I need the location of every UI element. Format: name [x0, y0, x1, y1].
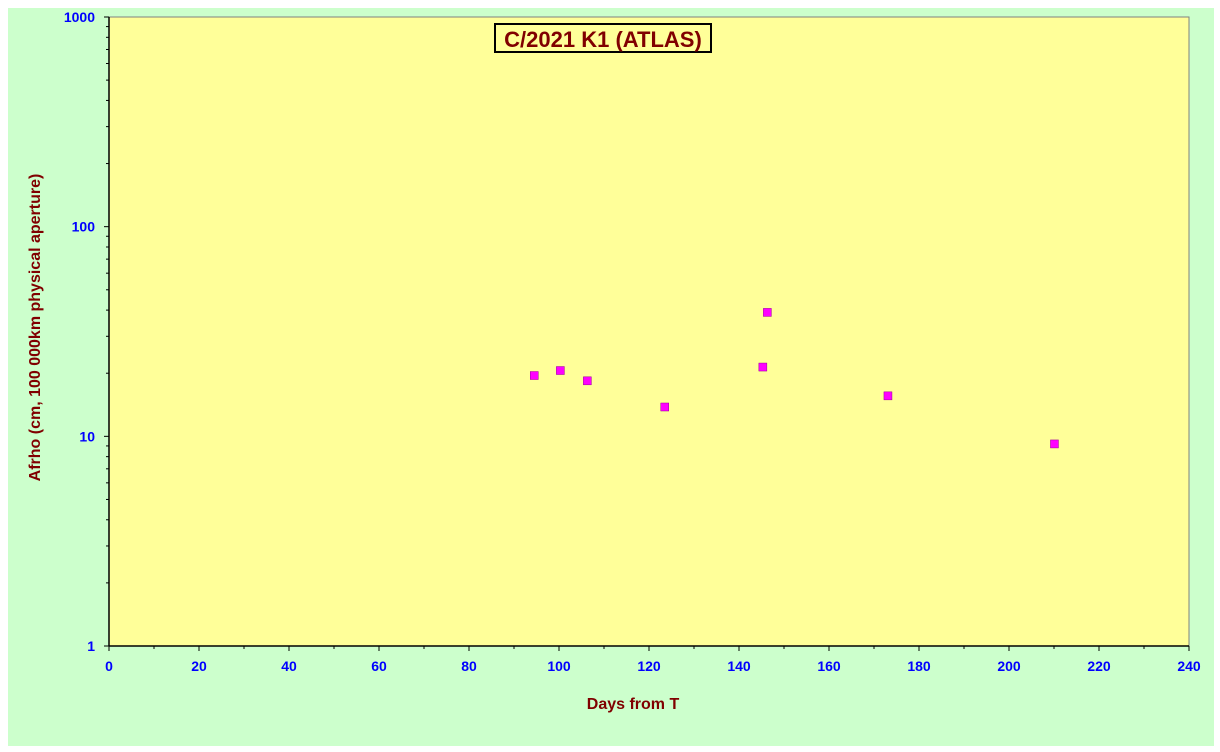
- chart-title: C/2021 K1 (ATLAS): [494, 23, 712, 53]
- data-point: [883, 391, 893, 401]
- x-tick-label: 60: [371, 658, 387, 674]
- x-tick-label: 100: [547, 658, 571, 674]
- x-tick-label: 0: [105, 658, 113, 674]
- x-axis-ticks: 0 20 40 60 80 100 120 140 160 180 200 220 240: [105, 646, 1201, 674]
- x-tick-label: 40: [281, 658, 297, 674]
- x-tick-label: 240: [1177, 658, 1201, 674]
- y-tick-label: 10: [79, 428, 95, 444]
- data-point: [758, 362, 768, 372]
- y-tick-label: 100: [72, 219, 96, 235]
- x-axis-title: Days from T: [587, 696, 680, 713]
- data-point: [583, 376, 592, 386]
- data-point: [556, 366, 565, 375]
- x-tick-label: 120: [637, 658, 661, 674]
- x-tick-label: 180: [907, 658, 931, 674]
- y-axis-ticks: 1 10 100 1000: [64, 9, 109, 654]
- x-tick-label: 160: [817, 658, 841, 674]
- data-points: [530, 308, 1059, 449]
- x-tick-label: 200: [997, 658, 1021, 674]
- x-tick-label: 20: [191, 658, 207, 674]
- y-tick-label: 1000: [64, 9, 95, 25]
- plot-area: [108, 16, 1190, 647]
- data-point: [660, 402, 669, 412]
- data-point: [763, 308, 772, 317]
- y-tick-label: 1: [87, 638, 95, 654]
- y-axis-title: Afrho (cm, 100 000km physical aperture): [27, 174, 44, 482]
- data-point: [1050, 439, 1059, 449]
- x-tick-label: 80: [461, 658, 477, 674]
- x-tick-label: 140: [727, 658, 751, 674]
- x-tick-label: 220: [1087, 658, 1111, 674]
- data-point: [530, 371, 539, 380]
